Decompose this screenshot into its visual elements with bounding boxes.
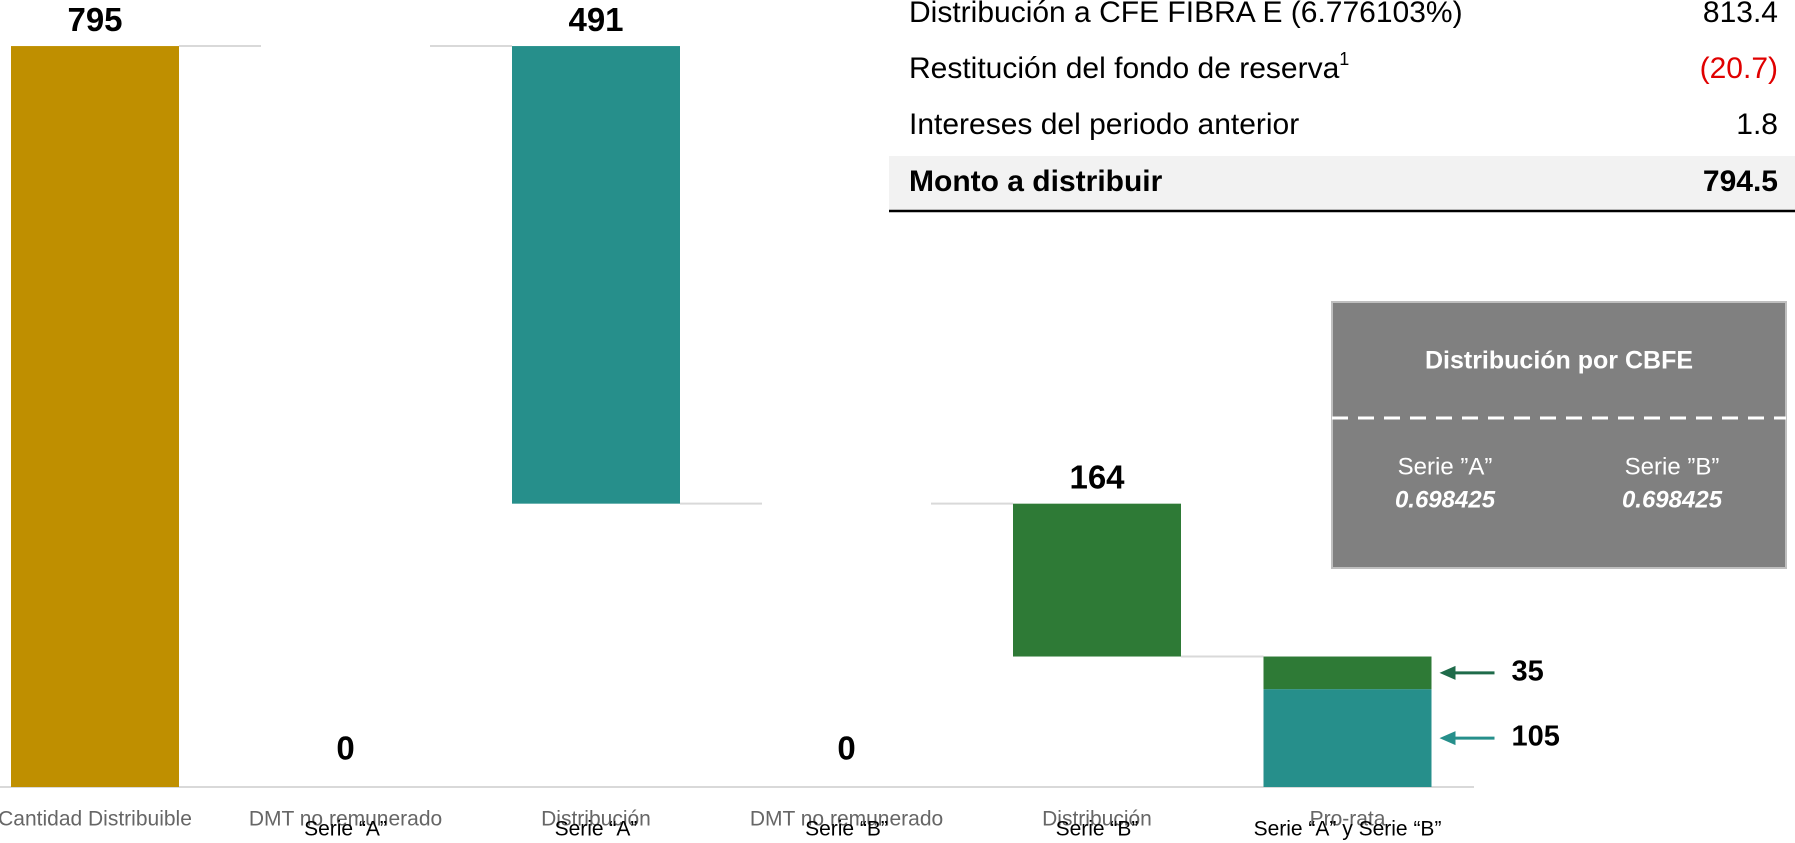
box-title: Distribución por CBFE	[1425, 347, 1693, 375]
value-label: 0	[336, 730, 354, 767]
box-column-value: 0.698425	[1395, 486, 1496, 513]
value-label: 0	[837, 730, 855, 767]
category-label: DMT no remunerado	[750, 808, 943, 831]
row-label-text: Distribución a CFE FIBRA E (6.776103%)	[909, 0, 1463, 29]
category-label: Distribución	[541, 808, 651, 831]
category-label-2: Serie “B”	[1056, 818, 1139, 841]
category-label: DMT no remunerado	[249, 808, 442, 831]
box-column-value: 0.698425	[1622, 486, 1723, 513]
category-label-2: Serie “A”	[304, 818, 387, 841]
value-label: 35	[1512, 655, 1544, 687]
box-column-name: Serie ”A”	[1398, 453, 1493, 480]
total-row-bg	[889, 156, 1795, 211]
row-value: 813.4	[1703, 0, 1778, 29]
category-label-2: Serie “A” y Serie “B”	[1254, 818, 1442, 841]
row-label: Monto a distribuir	[909, 165, 1163, 198]
bar	[11, 46, 179, 788]
stack-segment	[1263, 689, 1432, 787]
row-value: (20.7)	[1700, 52, 1778, 85]
row-value: 1.8	[1736, 108, 1778, 141]
row-label: Restitución del fondo de reserva1	[909, 49, 1349, 85]
category-label: Distribución	[1042, 808, 1152, 831]
row-label-text: Intereses del periodo anterior	[909, 108, 1299, 141]
cbfe-box	[1331, 301, 1787, 569]
bar	[1013, 503, 1181, 657]
bar	[512, 46, 680, 504]
category-label-2: Serie “B”	[805, 818, 888, 841]
category-label-2: Serie “A”	[555, 818, 638, 841]
stack-segment	[1263, 656, 1432, 690]
row-label-text: Monto a distribuir	[909, 165, 1163, 198]
row-value: 794.5	[1703, 165, 1778, 198]
row-label-text: Restitución del fondo de reserva	[909, 52, 1340, 85]
row-label: Intereses del periodo anterior	[909, 108, 1299, 141]
value-label: 491	[568, 1, 623, 38]
value-label: 164	[1069, 458, 1125, 495]
value-label: 795	[67, 1, 122, 38]
footnote-mark: 1	[1339, 49, 1349, 69]
row-label: Distribución a CFE FIBRA E (6.776103%)	[909, 0, 1463, 29]
box-column-name: Serie ”B”	[1625, 453, 1720, 480]
value-label: 105	[1512, 721, 1560, 753]
category-label: Pro-rata	[1310, 808, 1386, 831]
arrow-head	[1439, 731, 1456, 746]
arrow-head	[1439, 665, 1456, 680]
category-label: Cantidad Distribuible	[0, 808, 192, 831]
